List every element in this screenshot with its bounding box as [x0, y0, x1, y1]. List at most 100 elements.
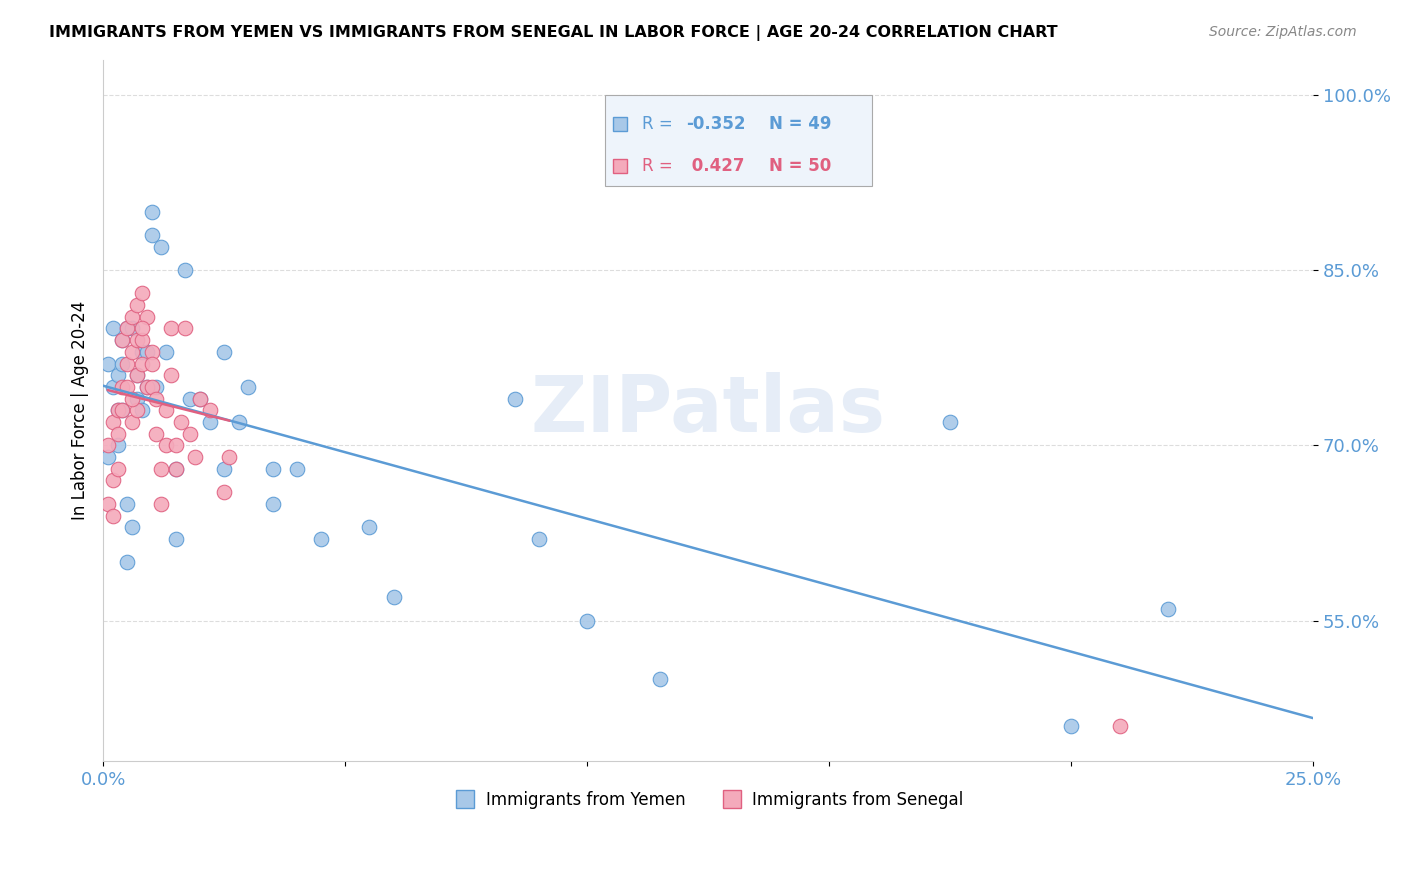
Point	[111, 333, 134, 347]
Point	[218, 450, 240, 464]
Point	[155, 344, 177, 359]
Point	[212, 462, 235, 476]
Text: R =: R =	[641, 115, 678, 133]
Point	[648, 672, 671, 686]
Point	[111, 357, 134, 371]
Point	[121, 520, 143, 534]
Point	[107, 438, 129, 452]
Point	[165, 462, 187, 476]
Point	[101, 508, 124, 523]
Point	[107, 403, 129, 417]
Point	[198, 403, 221, 417]
Point	[121, 344, 143, 359]
Point	[1108, 719, 1130, 733]
Point	[141, 380, 163, 394]
Point	[165, 462, 187, 476]
Text: IMMIGRANTS FROM YEMEN VS IMMIGRANTS FROM SENEGAL IN LABOR FORCE | AGE 20-24 CORR: IMMIGRANTS FROM YEMEN VS IMMIGRANTS FROM…	[49, 25, 1057, 41]
Point	[101, 474, 124, 488]
Point	[131, 321, 153, 335]
Point	[131, 403, 153, 417]
Point	[111, 380, 134, 394]
Point	[141, 344, 163, 359]
Point	[165, 438, 187, 452]
Point	[125, 403, 148, 417]
Point	[169, 415, 191, 429]
Point	[135, 380, 157, 394]
Point	[121, 415, 143, 429]
Point	[174, 321, 197, 335]
Point	[117, 321, 139, 335]
Point	[145, 392, 167, 406]
Point	[503, 392, 526, 406]
Point	[238, 380, 260, 394]
Point	[117, 380, 139, 394]
Point	[101, 380, 124, 394]
Point	[165, 532, 187, 546]
Point	[121, 310, 143, 324]
Point	[174, 263, 197, 277]
Point	[141, 227, 163, 242]
Point	[117, 497, 139, 511]
Point	[131, 357, 153, 371]
Point	[107, 426, 129, 441]
Text: N = 50: N = 50	[769, 157, 831, 175]
Point	[107, 403, 129, 417]
Text: -0.352: -0.352	[686, 115, 747, 133]
Point	[285, 462, 308, 476]
Point	[97, 497, 120, 511]
Point	[121, 321, 143, 335]
Point	[117, 357, 139, 371]
Point	[125, 392, 148, 406]
Point	[1157, 602, 1180, 616]
Point	[107, 368, 129, 383]
Legend: Immigrants from Yemen, Immigrants from Senegal: Immigrants from Yemen, Immigrants from S…	[446, 785, 970, 816]
Point	[141, 204, 163, 219]
Point	[212, 344, 235, 359]
Point	[111, 403, 134, 417]
Point	[155, 438, 177, 452]
Point	[179, 426, 201, 441]
Text: N = 49: N = 49	[769, 115, 831, 133]
Point	[576, 614, 599, 628]
Point	[107, 462, 129, 476]
Point	[160, 321, 183, 335]
Point	[101, 321, 124, 335]
Point	[198, 415, 221, 429]
Point	[359, 520, 381, 534]
Point	[1060, 719, 1083, 733]
Point	[228, 415, 250, 429]
Point	[262, 462, 284, 476]
Text: R =: R =	[641, 157, 678, 175]
Point	[150, 240, 173, 254]
Y-axis label: In Labor Force | Age 20-24: In Labor Force | Age 20-24	[72, 301, 89, 520]
Point	[382, 591, 405, 605]
Point	[145, 380, 167, 394]
Point	[131, 333, 153, 347]
Point	[117, 555, 139, 569]
Point	[309, 532, 332, 546]
Point	[125, 368, 148, 383]
Point	[150, 497, 173, 511]
Point	[527, 532, 550, 546]
Point	[125, 298, 148, 312]
Point	[145, 426, 167, 441]
Point	[188, 392, 211, 406]
Point	[125, 368, 148, 383]
Point	[111, 403, 134, 417]
Point	[150, 462, 173, 476]
Point	[135, 344, 157, 359]
Point	[160, 368, 183, 383]
Point	[262, 497, 284, 511]
Point	[131, 286, 153, 301]
Point	[121, 392, 143, 406]
Point	[117, 321, 139, 335]
Point	[97, 357, 120, 371]
Point	[125, 333, 148, 347]
FancyBboxPatch shape	[606, 95, 872, 186]
Point	[135, 310, 157, 324]
Point	[188, 392, 211, 406]
Point	[135, 380, 157, 394]
Point	[141, 357, 163, 371]
Point	[184, 450, 207, 464]
Point	[939, 415, 962, 429]
